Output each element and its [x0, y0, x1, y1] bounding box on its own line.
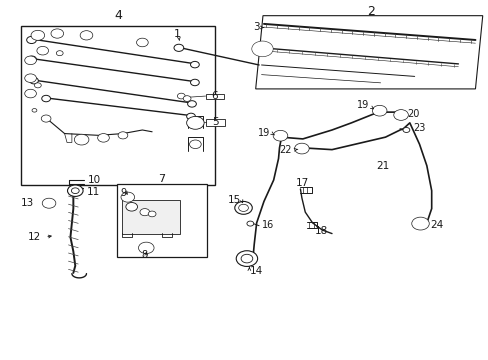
- Circle shape: [34, 32, 41, 38]
- Circle shape: [67, 185, 83, 197]
- Text: 22: 22: [279, 145, 291, 155]
- Circle shape: [25, 74, 36, 82]
- Text: 20: 20: [407, 109, 419, 119]
- Circle shape: [41, 95, 50, 102]
- Text: 4: 4: [114, 9, 122, 22]
- Circle shape: [27, 58, 34, 63]
- Circle shape: [273, 130, 287, 141]
- Circle shape: [56, 51, 63, 56]
- Circle shape: [372, 105, 386, 116]
- Circle shape: [27, 76, 34, 81]
- Circle shape: [414, 219, 426, 228]
- Circle shape: [251, 41, 273, 57]
- Circle shape: [186, 116, 203, 129]
- Circle shape: [27, 36, 36, 44]
- Circle shape: [54, 31, 61, 36]
- Circle shape: [141, 244, 151, 251]
- Circle shape: [45, 201, 53, 206]
- Text: 3: 3: [253, 22, 260, 32]
- Circle shape: [411, 217, 428, 230]
- Circle shape: [98, 134, 109, 142]
- Circle shape: [177, 93, 185, 99]
- Circle shape: [189, 140, 201, 149]
- Text: 2: 2: [366, 5, 374, 18]
- Text: 19: 19: [257, 128, 269, 138]
- Circle shape: [28, 56, 36, 63]
- Text: 8: 8: [142, 250, 147, 260]
- Circle shape: [393, 110, 407, 120]
- Text: 19: 19: [356, 100, 369, 110]
- Text: 12: 12: [28, 232, 41, 242]
- Circle shape: [236, 251, 257, 266]
- Circle shape: [31, 30, 44, 40]
- Text: 5: 5: [212, 117, 218, 127]
- Circle shape: [183, 96, 191, 102]
- Circle shape: [238, 204, 248, 211]
- Text: 23: 23: [413, 123, 425, 133]
- Text: 16: 16: [261, 220, 273, 230]
- Circle shape: [42, 198, 56, 208]
- Circle shape: [190, 62, 199, 68]
- Circle shape: [136, 38, 148, 47]
- Circle shape: [234, 202, 252, 214]
- Circle shape: [118, 132, 127, 139]
- Circle shape: [138, 242, 154, 253]
- Circle shape: [25, 56, 36, 64]
- Text: 24: 24: [429, 220, 443, 230]
- Circle shape: [27, 91, 34, 96]
- Circle shape: [139, 40, 145, 45]
- Text: 14: 14: [249, 266, 262, 276]
- Circle shape: [246, 221, 253, 226]
- Circle shape: [34, 83, 41, 88]
- Bar: [205, 119, 224, 126]
- Circle shape: [25, 89, 36, 98]
- Circle shape: [190, 79, 199, 86]
- Text: 9: 9: [121, 188, 126, 198]
- Circle shape: [396, 112, 405, 118]
- Circle shape: [174, 44, 183, 51]
- Circle shape: [241, 254, 252, 263]
- Text: 17: 17: [296, 178, 309, 188]
- Circle shape: [121, 192, 134, 202]
- Bar: [122, 200, 180, 234]
- Circle shape: [374, 108, 383, 114]
- Text: 10: 10: [88, 175, 101, 185]
- Circle shape: [297, 145, 305, 152]
- Text: 6: 6: [211, 91, 217, 101]
- Circle shape: [402, 127, 409, 132]
- Circle shape: [32, 109, 37, 112]
- Circle shape: [80, 31, 93, 40]
- Text: 21: 21: [375, 161, 388, 171]
- Circle shape: [186, 113, 195, 120]
- Circle shape: [41, 115, 51, 122]
- Text: 18: 18: [314, 226, 327, 236]
- Circle shape: [39, 48, 46, 53]
- Circle shape: [71, 188, 79, 194]
- Bar: [21, 26, 215, 185]
- Circle shape: [74, 134, 89, 145]
- Circle shape: [37, 46, 48, 55]
- Text: 7: 7: [158, 174, 165, 184]
- Text: 1: 1: [174, 28, 181, 39]
- Text: 11: 11: [86, 187, 100, 197]
- Bar: [205, 94, 224, 99]
- Text: 15: 15: [227, 195, 240, 204]
- Circle shape: [30, 77, 38, 84]
- Circle shape: [125, 203, 137, 211]
- Text: 13: 13: [21, 198, 34, 208]
- Circle shape: [51, 29, 63, 38]
- Circle shape: [123, 194, 131, 200]
- Circle shape: [187, 101, 196, 107]
- Bar: [117, 184, 206, 257]
- Circle shape: [140, 208, 149, 216]
- Circle shape: [148, 211, 156, 217]
- Circle shape: [83, 33, 90, 38]
- Circle shape: [276, 132, 285, 139]
- Circle shape: [294, 143, 308, 154]
- Circle shape: [256, 45, 268, 53]
